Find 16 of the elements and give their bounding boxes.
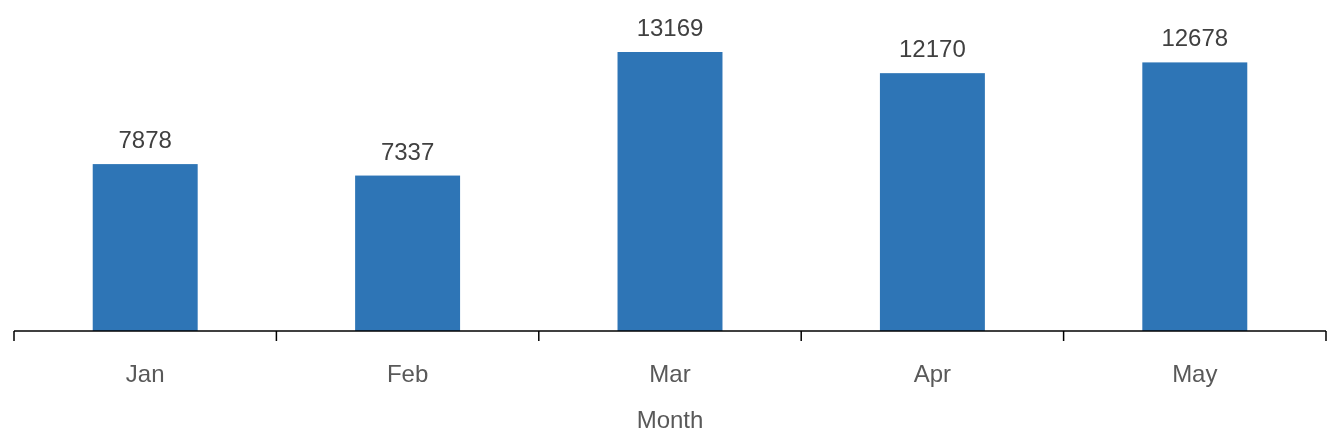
bar xyxy=(617,52,723,331)
bar xyxy=(355,175,461,331)
bar xyxy=(92,164,198,331)
data-label: 12678 xyxy=(1161,24,1229,52)
data-label: 13169 xyxy=(636,14,704,41)
x-tick-label: Feb xyxy=(386,360,429,387)
x-axis-title: Month xyxy=(636,406,704,433)
x-tick-label: Apr xyxy=(913,360,952,387)
x-tick-label: Jan xyxy=(125,360,165,387)
x-tick-label: May xyxy=(1172,360,1218,387)
data-label: 12170 xyxy=(899,35,966,63)
x-tick-label: Mar xyxy=(649,360,691,387)
bar xyxy=(1142,62,1248,331)
data-label: 7878 xyxy=(118,126,172,154)
bar xyxy=(879,73,985,331)
data-label: 7337 xyxy=(380,137,435,165)
